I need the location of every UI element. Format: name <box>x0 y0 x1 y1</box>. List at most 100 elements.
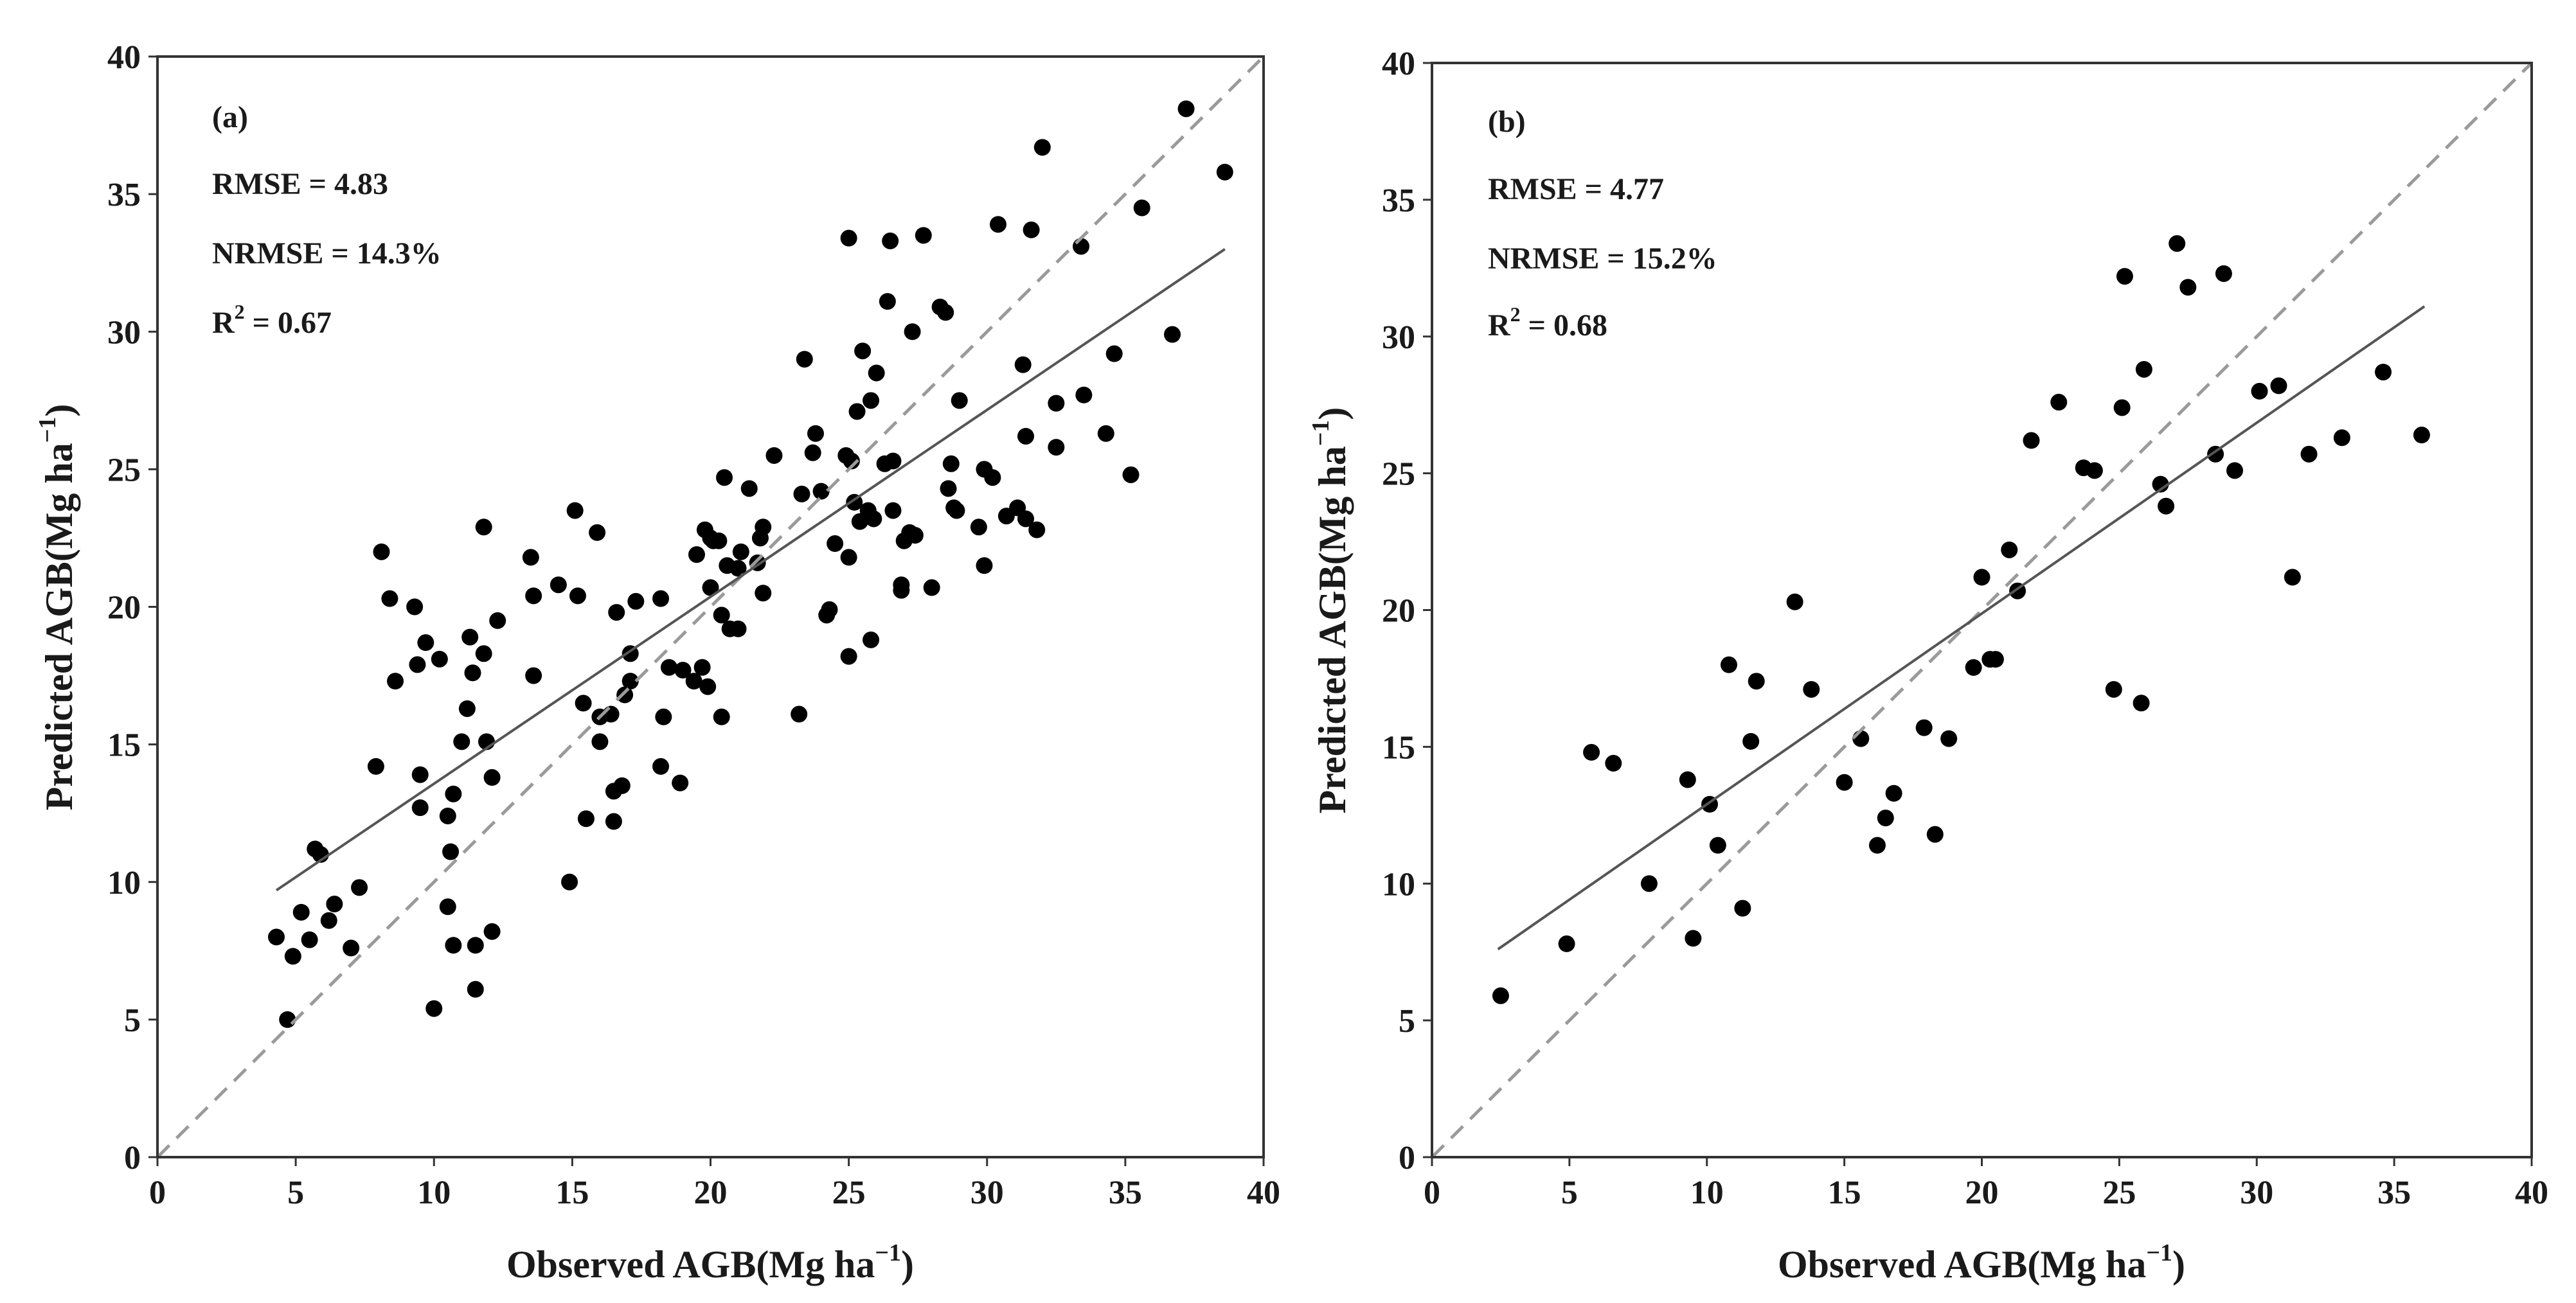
panel-a-data-point-71 <box>699 678 717 695</box>
panel-b-data-point-21 <box>1915 719 1933 736</box>
panel-a-y-tick-label: 25 <box>107 452 141 488</box>
panel-a-data-point-140 <box>1014 356 1032 373</box>
panel-b-data-point-50 <box>2333 429 2350 447</box>
panel-a-data-point-28 <box>453 733 470 750</box>
panel-a-data-point-44 <box>561 873 578 891</box>
panel-b-data-point-23 <box>1940 730 1958 747</box>
panel-a-data-point-8 <box>320 912 337 929</box>
panel-a-x-tick-label: 10 <box>417 1174 451 1211</box>
panel-a-data-point-133 <box>970 519 987 536</box>
panel-a-data-point-1 <box>268 928 285 946</box>
panel-a-data-point-78 <box>716 469 733 486</box>
panel-b-y-tick-label: 25 <box>1382 456 1415 493</box>
panel-a-data-point-19 <box>411 766 429 783</box>
panel-a-data-point-49 <box>589 524 606 541</box>
panel-a-data-point-124 <box>915 227 932 244</box>
panel-b-y-axis-title: Predicted AGB(Mg ha−1) <box>1307 407 1354 814</box>
panel-b-y-tick-label: 10 <box>1382 866 1415 903</box>
panel-a-rmse: RMSE = 4.83 <box>212 167 388 201</box>
panel-b-data-point-13 <box>1748 673 1765 690</box>
panel-a-data-point-105 <box>848 403 866 420</box>
panel-a-data-point-127 <box>937 304 954 321</box>
panel-a-data-point-33 <box>467 980 484 998</box>
panel-b-data-point-27 <box>1987 651 2004 668</box>
panel-a-data-point-29 <box>458 700 476 717</box>
panel-b-data-point-41 <box>2169 235 2186 252</box>
panel-a-data-point-129 <box>942 455 960 472</box>
panel-a-data-point-114 <box>879 293 896 310</box>
panel-b-data-point-31 <box>2050 393 2068 411</box>
panel-a-data-point-154 <box>1164 326 1181 343</box>
panel-a-data-point-58 <box>622 673 639 690</box>
panel-a-data-point-9 <box>326 896 343 913</box>
panel-b-x-tick-label: 25 <box>2102 1174 2136 1211</box>
panel-a-data-point-97 <box>821 601 838 618</box>
panel-b-data-point-30 <box>2023 432 2040 449</box>
panel-a-data-point-92 <box>796 351 813 368</box>
panel-a-data-point-52 <box>602 705 620 723</box>
panel-a-data-point-102 <box>840 648 857 665</box>
panel-a-data-point-76 <box>713 607 730 624</box>
panel-a-data-point-31 <box>464 664 481 682</box>
panel-a: 0 5 10 15 20 25 30 35 40 0 5 10 15 20 25 30 35 40 (a) RM… <box>34 39 1280 1286</box>
panel-a-one-to-one-line <box>156 55 1265 1158</box>
panel-a-y-tick-label: 35 <box>107 177 141 213</box>
panel-b-data-point-37 <box>2133 695 2150 712</box>
panel-b-data-point-51 <box>2375 364 2392 381</box>
panel-a-data-point-30 <box>461 628 479 646</box>
panel-b: 0 5 10 15 20 25 30 35 40 0 5 10 15 20 25 30 35 40 (b) RM… <box>1307 46 2548 1286</box>
panel-b-data-point-18 <box>1868 837 1886 854</box>
panel-b-x-tick-label: 20 <box>1965 1174 1999 1211</box>
panel-a-data-point-67 <box>685 673 702 690</box>
panel-a-data-point-43 <box>550 576 567 594</box>
panel-a-data-point-66 <box>674 661 692 678</box>
panel-a-data-point-134 <box>976 557 993 574</box>
panel-a-data-point-4 <box>292 903 310 921</box>
panel-b-data-point-22 <box>1926 826 1944 843</box>
panel-b-data-point-19 <box>1877 810 1894 827</box>
panel-a-data-point-21 <box>425 1000 443 1017</box>
panel-a-data-point-63 <box>655 708 672 725</box>
panel-b-data-point-48 <box>2284 569 2301 586</box>
panel-b-data-point-39 <box>2152 475 2169 493</box>
panel-a-data-point-23 <box>439 898 456 916</box>
panel-a-data-point-128 <box>940 480 957 497</box>
panel-b-data-point-2 <box>1558 935 1575 952</box>
panel-a-data-point-148 <box>1073 238 1090 255</box>
panel-a-data-point-13 <box>373 543 390 560</box>
panel-a-y-ticks: 0 5 10 15 20 25 30 35 40 <box>107 39 157 1176</box>
panel-b-data-point-20 <box>1885 784 1902 802</box>
panel-b-data-point-6 <box>1679 771 1696 788</box>
panel-a-data-point-81 <box>729 560 747 577</box>
panel-a-data-point-37 <box>483 769 501 786</box>
panel-b-data-point-16 <box>1836 774 1853 791</box>
panel-b-y-ticks: 0 5 10 15 20 25 30 35 40 <box>1382 46 1432 1176</box>
panel-a-data-point-61 <box>652 590 670 607</box>
panel-b-one-to-one-line <box>1431 62 2533 1158</box>
panel-a-data-point-137 <box>989 216 1006 233</box>
panel-a-y-axis-title: Predicted AGB(Mg ha−1) <box>34 404 80 811</box>
panel-b-data-point-52 <box>2413 427 2430 444</box>
panel-a-y-tick-label: 0 <box>124 1140 141 1176</box>
panel-a-data-point-94 <box>807 425 824 442</box>
panel-b-data-point-44 <box>2215 265 2232 282</box>
panel-b-data-point-3 <box>1583 743 1600 761</box>
panel-b-data-point-25 <box>1973 569 1990 586</box>
panel-a-y-tick-label: 40 <box>107 39 141 76</box>
panel-a-data-point-38 <box>483 923 501 940</box>
panel-a-label: (a) <box>212 100 248 134</box>
panel-a-r-squared: R2 = 0.67 <box>212 300 332 340</box>
panel-a-data-point-50 <box>591 733 609 750</box>
panel-a-data-point-12 <box>367 758 384 775</box>
panel-b-y-tick-label: 35 <box>1382 182 1415 219</box>
panel-a-data-point-152 <box>1122 466 1140 483</box>
panel-a-data-point-46 <box>569 587 586 605</box>
panel-b-x-tick-label: 35 <box>2377 1174 2411 1211</box>
panel-b-data-point-4 <box>1605 754 1622 772</box>
panel-a-data-point-153 <box>1133 199 1150 217</box>
panel-a-data-point-101 <box>840 549 857 566</box>
panel-a-data-point-39 <box>489 612 506 629</box>
panel-a-data-point-69 <box>693 659 711 676</box>
panel-a-data-point-15 <box>387 673 404 690</box>
panel-b-data-point-24 <box>1965 659 1982 676</box>
